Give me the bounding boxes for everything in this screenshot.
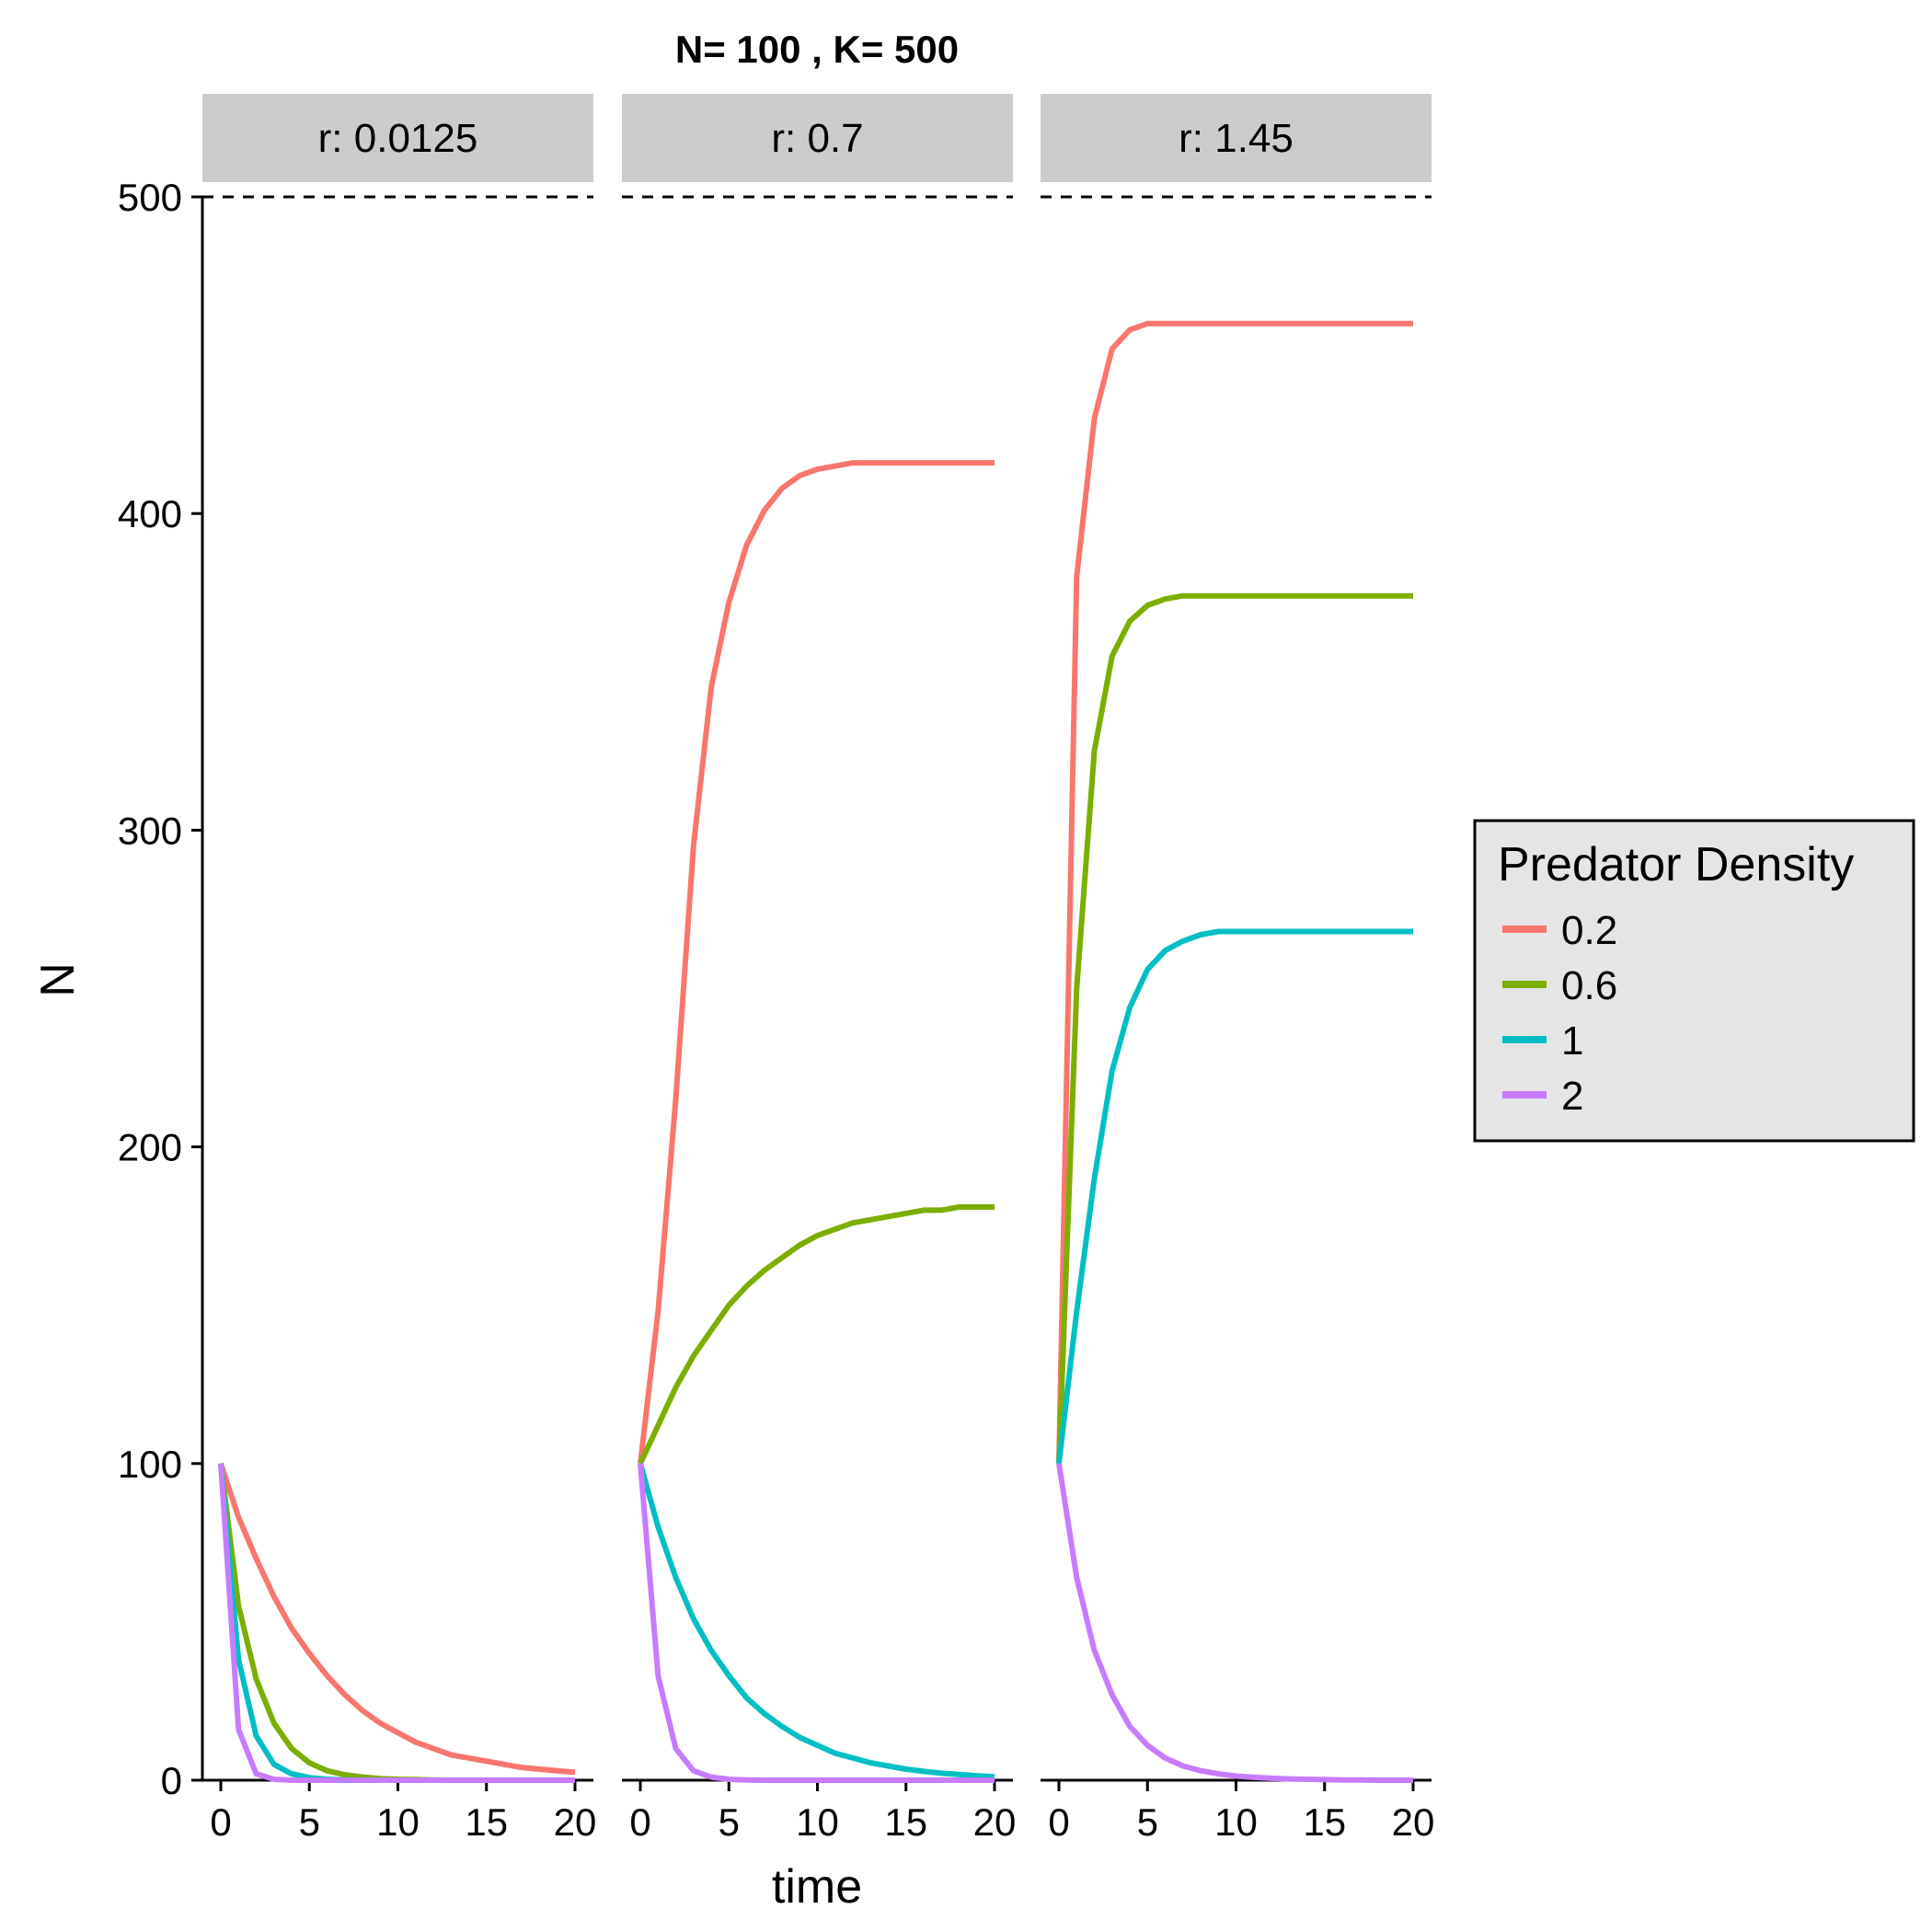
y-axis: 0 100 200 300 400 500 — [118, 176, 204, 1802]
x-tick-label: 15 — [1303, 1800, 1346, 1844]
legend-label: 0.2 — [1561, 908, 1617, 953]
legend-label: 2 — [1561, 1074, 1583, 1119]
legend-title: Predator Density — [1498, 838, 1854, 891]
series-line-0-6 — [1056, 592, 1413, 1464]
facet-strip-label: r: 0.7 — [771, 116, 863, 161]
x-tick-label: 20 — [554, 1800, 597, 1844]
y-axis-title: N — [31, 962, 85, 997]
facet-panel: r: 0.0125 0 5 10 15 20 — [202, 94, 596, 1844]
x-tick-label: 20 — [1392, 1800, 1435, 1844]
legend: Predator Density 0.2 0.6 1 2 — [1473, 819, 1915, 1143]
series-line-0-2 — [638, 460, 995, 1465]
x-tick-label: 10 — [376, 1800, 420, 1844]
y-tick-label: 400 — [118, 492, 182, 535]
x-tick-label: 20 — [973, 1800, 1017, 1844]
facet-panel: r: 0.7 0 5 10 15 20 — [622, 94, 1016, 1844]
legend-label: 1 — [1561, 1018, 1583, 1064]
x-tick-label: 15 — [884, 1800, 927, 1844]
chart-title: N= 100 , K= 500 — [675, 28, 959, 71]
x-tick-label: 10 — [796, 1800, 839, 1844]
y-tick-label: 100 — [118, 1443, 182, 1486]
facet-strip-label: r: 1.45 — [1179, 116, 1294, 161]
x-tick-label: 0 — [210, 1800, 231, 1844]
legend-label: 0.6 — [1561, 963, 1617, 1008]
x-tick-label: 0 — [1048, 1800, 1069, 1844]
facet-panels: r: 0.0125 0 5 10 15 20 r: 0.7 0 5 10 15 20 r: 1.45 0 5… — [202, 94, 1434, 1844]
series-line-2 — [218, 1463, 575, 1783]
series-line-2 — [638, 1463, 995, 1783]
legend-box — [1473, 819, 1915, 1143]
facet-panel: r: 1.45 0 5 10 15 20 — [1041, 94, 1434, 1844]
facet-strip — [202, 94, 593, 182]
facet-strip — [622, 94, 1013, 182]
series-line-0-6 — [638, 1204, 995, 1466]
series-line-0-2 — [218, 1462, 576, 1776]
x-tick-label: 15 — [465, 1800, 508, 1844]
x-axis-title: time — [772, 1860, 862, 1914]
y-tick-label: 200 — [118, 1126, 182, 1169]
series-line-1 — [638, 1462, 995, 1780]
facet-strip-label: r: 0.0125 — [318, 116, 478, 161]
y-tick-label: 300 — [118, 809, 182, 852]
legend-items: 0.2 0.6 1 2 — [1502, 908, 1617, 1119]
x-tick-label: 0 — [629, 1800, 650, 1844]
series-line-0-2 — [1056, 320, 1413, 1464]
y-tick-label: 0 — [161, 1759, 182, 1802]
series-line-2 — [1056, 1463, 1413, 1783]
x-tick-label: 5 — [719, 1800, 740, 1844]
series-line-1 — [1056, 928, 1413, 1465]
x-tick-label: 10 — [1214, 1800, 1258, 1844]
y-tick-label: 500 — [118, 176, 182, 219]
facet-strip — [1041, 94, 1432, 182]
x-tick-label: 5 — [1137, 1800, 1158, 1844]
x-tick-label: 5 — [299, 1800, 320, 1844]
